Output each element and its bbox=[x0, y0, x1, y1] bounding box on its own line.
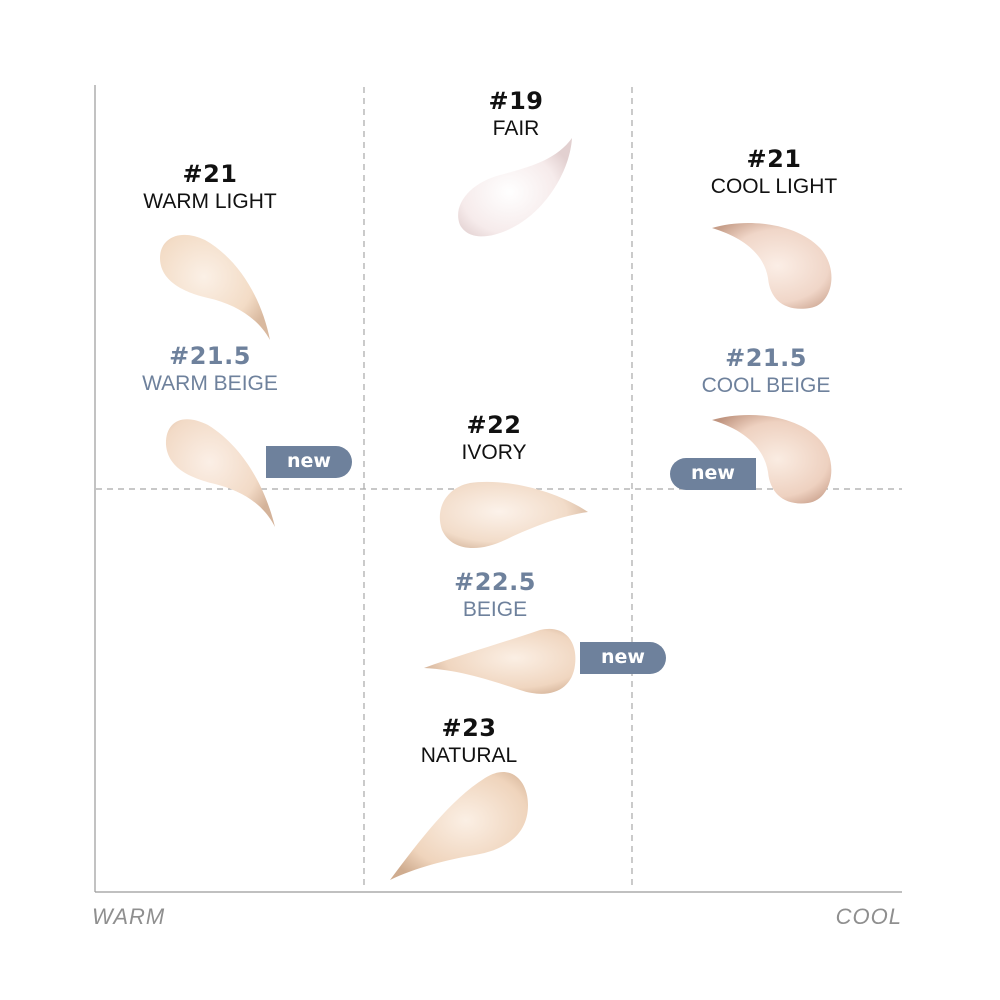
shade-label-fair: #19 FAIR bbox=[488, 87, 543, 143]
shade-name: NATURAL bbox=[420, 744, 518, 767]
swatch-natural bbox=[390, 771, 528, 880]
shade-label-warm-light: #21 WARM LIGHT bbox=[143, 160, 276, 216]
shade-label-cool-light: #21 COOL LIGHT bbox=[711, 145, 837, 201]
shade-name: WARM BEIGE bbox=[142, 372, 278, 395]
new-badge-cool-beige: new bbox=[670, 458, 756, 490]
shade-number: #22 bbox=[466, 411, 522, 439]
shade-name: FAIR bbox=[492, 117, 540, 140]
axis-label-warm: WARM bbox=[92, 904, 166, 929]
shade-number: #21.5 bbox=[169, 342, 251, 370]
shade-number: #21.5 bbox=[725, 344, 807, 372]
shade-number: #21 bbox=[746, 145, 802, 173]
shade-number: #19 bbox=[488, 87, 544, 115]
swatch-cool-light bbox=[712, 222, 832, 309]
shade-number: #22.5 bbox=[454, 568, 536, 596]
swatch-beige bbox=[424, 628, 576, 694]
shade-name: BEIGE bbox=[462, 598, 528, 621]
swatch-warm-beige bbox=[165, 419, 275, 527]
shade-name: IVORY bbox=[461, 441, 527, 464]
new-badge-beige: new bbox=[580, 642, 666, 674]
swatch-ivory bbox=[439, 481, 588, 549]
shade-name: WARM LIGHT bbox=[143, 190, 277, 213]
shade-number: #23 bbox=[441, 714, 497, 742]
shade-label-natural: #23 NATURAL bbox=[421, 714, 517, 770]
swatch-cool-beige bbox=[712, 414, 832, 504]
shade-number: #21 bbox=[182, 160, 238, 188]
swatch-fair bbox=[458, 138, 572, 237]
shade-name: COOL BEIGE bbox=[701, 374, 831, 397]
shade-label-warm-beige: #21.5 WARM BEIGE bbox=[142, 342, 278, 398]
swatch-warm-light bbox=[160, 234, 270, 340]
axis-label-cool: COOL bbox=[835, 904, 902, 929]
shade-label-cool-beige: #21.5 COOL BEIGE bbox=[702, 344, 831, 400]
new-badge-warm-beige: new bbox=[266, 446, 352, 478]
shade-label-ivory: #22 IVORY bbox=[462, 411, 527, 467]
shade-label-beige: #22.5 BEIGE bbox=[454, 568, 536, 624]
shade-name: COOL LIGHT bbox=[710, 175, 838, 198]
